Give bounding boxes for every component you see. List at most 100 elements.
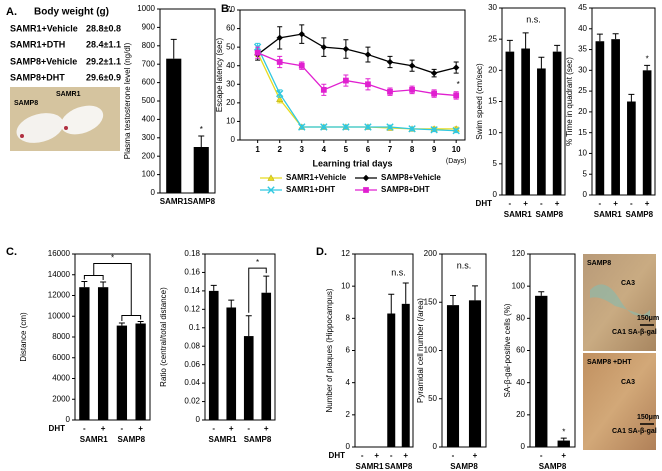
- annotation: n.s.: [526, 14, 541, 24]
- x-tick-label: -: [452, 451, 455, 460]
- x-axis-label: Learning trial days: [312, 158, 392, 168]
- bar: [611, 39, 620, 195]
- x-tick-label: 9: [432, 145, 437, 154]
- marker: [298, 123, 306, 131]
- marker: [387, 88, 393, 95]
- x-tick-label: +: [555, 199, 560, 208]
- bar: [387, 313, 396, 447]
- error-bar: [137, 320, 144, 324]
- error-bar: [170, 38, 177, 59]
- annotation: *: [562, 427, 565, 436]
- x-tick-label: +: [645, 199, 650, 208]
- y-tick-label: 600: [142, 78, 156, 87]
- y-tick-label: 200: [142, 151, 156, 160]
- marker: [362, 174, 370, 182]
- y-tick-label: 60: [516, 346, 525, 355]
- y-axis-label: Escape latency (sec): [215, 38, 224, 113]
- y-tick-label: 0: [231, 135, 236, 144]
- y-tick-label: 30: [226, 79, 235, 88]
- error-bar: [81, 280, 88, 288]
- y-tick-label: 0: [521, 442, 526, 451]
- row-name: SAMP8+DHT: [10, 72, 65, 82]
- y-tick-label: 8000: [52, 332, 70, 341]
- y-tick-label: 20: [578, 107, 587, 116]
- x-tick-label: -: [361, 451, 364, 460]
- error-bar: [596, 33, 603, 42]
- error-bar: [506, 39, 513, 52]
- y-tick-label: 0: [196, 415, 201, 424]
- error-bar: [388, 293, 395, 314]
- legend-label: SAMP8+DHT: [381, 185, 430, 194]
- y-tick-label: 0.18: [184, 249, 200, 258]
- x-tick-label: 1: [255, 145, 260, 154]
- group-label: SAMP8: [385, 462, 413, 471]
- x-tick-label: -: [599, 199, 602, 208]
- y-tick-label: 12: [341, 249, 350, 258]
- y-axis-label: Plasma testosterone level (ng/dl): [123, 42, 132, 159]
- y-tick-label: 100: [142, 170, 156, 179]
- y-tick-label: 16000: [48, 249, 71, 258]
- annotation: n.s.: [391, 267, 406, 277]
- x-tick-label: 10: [452, 145, 461, 154]
- y-tick-label: 20: [516, 410, 525, 419]
- group-label: SAMP8: [244, 435, 272, 444]
- marker: [431, 90, 437, 97]
- y-tick-label: 50: [226, 42, 235, 51]
- marker: [386, 58, 394, 66]
- row-label: DHT: [49, 424, 66, 433]
- marker: [276, 59, 283, 65]
- y-tick-label: 60: [226, 24, 235, 33]
- bar: [401, 303, 410, 447]
- x-tick-label: -: [212, 424, 215, 433]
- marker: [342, 45, 350, 53]
- y-tick-label: 6000: [52, 353, 70, 362]
- group-label: SAMR1: [594, 210, 623, 219]
- x-tick-label: -: [540, 199, 543, 208]
- legend-label: SAMP8+Vehicle: [381, 173, 441, 182]
- x-tick-label: +: [264, 424, 269, 433]
- y-tick-label: 40: [226, 61, 235, 70]
- y-tick-label: 12000: [48, 291, 71, 300]
- bar: [468, 300, 482, 447]
- mouse-photo: SAMP8 SAMR1: [10, 87, 120, 151]
- group-label: SAMP8: [625, 210, 653, 219]
- annotation: *: [200, 125, 203, 134]
- y-tick-label: 4000: [52, 374, 70, 383]
- x-tick-label: SAMR1: [160, 197, 189, 206]
- bar: [166, 58, 182, 194]
- y-tick-label: 200: [424, 249, 438, 258]
- y-tick-label: 900: [142, 23, 156, 32]
- y-tick-label: 10: [578, 149, 587, 158]
- x-tick-label: +: [561, 451, 566, 460]
- marker: [254, 49, 261, 56]
- plot-frame: [239, 9, 466, 141]
- y-axis-label: Number of plaques (Hippocampus): [325, 288, 334, 412]
- bracket: [248, 267, 267, 313]
- y-tick-label: 700: [142, 59, 156, 68]
- error-bar: [628, 93, 635, 102]
- brain-photo: SAMP8 +DHT CA3 150μm CA1 SA-β-gal: [583, 353, 659, 450]
- error-bar: [522, 32, 529, 49]
- photo-label: SAMP8 +DHT: [587, 359, 632, 366]
- y-tick-label: 10000: [48, 311, 71, 320]
- x-tick-label: +: [523, 199, 528, 208]
- y-tick-label: 35: [578, 45, 587, 54]
- row-name: SAMR1+Vehicle: [10, 23, 78, 33]
- marker: [364, 51, 372, 58]
- bracket: [83, 262, 142, 321]
- y-axis-label: Ratio (central/total distance): [159, 287, 168, 387]
- legend-label: SAMR1+Vehicle: [286, 173, 347, 182]
- error-bar: [198, 135, 205, 147]
- y-tick-label: 2000: [52, 394, 70, 403]
- error-bar: [118, 322, 125, 326]
- error-bar: [100, 281, 107, 288]
- bar: [537, 68, 546, 195]
- bar: [226, 307, 237, 420]
- error-bar: [450, 294, 456, 306]
- group-label: SAMP8: [535, 210, 563, 219]
- bar: [627, 101, 636, 195]
- x-tick-label: -: [630, 199, 633, 208]
- bar: [193, 147, 209, 193]
- error-bar: [560, 437, 567, 441]
- y-axis-label: Swim speed (cm/sec): [475, 63, 484, 140]
